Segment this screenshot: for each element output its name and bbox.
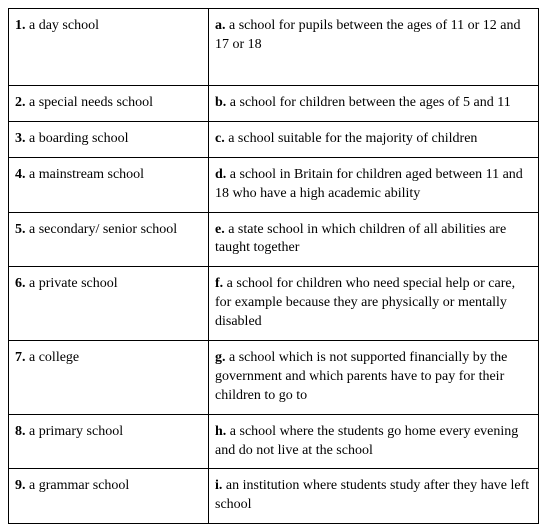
definition-text: a school where the students go home ever… <box>215 424 518 458</box>
term-number: 2. <box>15 95 26 110</box>
term-number: 6. <box>15 276 26 291</box>
term-text: a grammar school <box>26 478 130 493</box>
definition-cell: h. a school where the students go home e… <box>209 414 539 469</box>
definition-text: a school in Britain for children aged be… <box>215 167 523 201</box>
term-cell: 6. a private school <box>9 267 209 341</box>
term-number: 4. <box>15 167 26 182</box>
term-text: a private school <box>26 276 118 291</box>
table-row: 5. a secondary/ senior schoole. a state … <box>9 212 539 267</box>
definition-letter: c. <box>215 131 225 146</box>
definition-letter: e. <box>215 222 225 237</box>
term-text: a day school <box>26 18 99 33</box>
definition-cell: f. a school for children who need specia… <box>209 267 539 341</box>
term-text: a boarding school <box>26 131 129 146</box>
definition-cell: i. an institution where students study a… <box>209 469 539 524</box>
term-number: 9. <box>15 478 26 493</box>
definition-letter: h. <box>215 424 226 439</box>
definition-letter: g. <box>215 350 226 365</box>
term-cell: 4. a mainstream school <box>9 157 209 212</box>
table-row: 1. a day schoola. a school for pupils be… <box>9 9 539 86</box>
definition-cell: a. a school for pupils between the ages … <box>209 9 539 86</box>
definition-text: a school for children who need special h… <box>215 276 515 329</box>
term-number: 1. <box>15 18 26 33</box>
table-row: 9. a grammar schooli. an institution whe… <box>9 469 539 524</box>
term-number: 8. <box>15 424 26 439</box>
table-row: 3. a boarding schoolc. a school suitable… <box>9 121 539 157</box>
definition-text: a state school in which children of all … <box>215 222 506 256</box>
term-number: 5. <box>15 222 26 237</box>
table-row: 6. a private schoolf. a school for child… <box>9 267 539 341</box>
term-cell: 1. a day school <box>9 9 209 86</box>
table-row: 4. a mainstream schoold. a school in Bri… <box>9 157 539 212</box>
definition-letter: b. <box>215 95 226 110</box>
definition-cell: e. a state school in which children of a… <box>209 212 539 267</box>
definition-text: an institution where students study afte… <box>215 478 529 512</box>
matching-table: 1. a day schoola. a school for pupils be… <box>8 8 539 524</box>
term-cell: 8. a primary school <box>9 414 209 469</box>
term-text: a college <box>26 350 80 365</box>
term-text: a primary school <box>26 424 124 439</box>
term-cell: 5. a secondary/ senior school <box>9 212 209 267</box>
table-row: 2. a special needs schoolb. a school for… <box>9 86 539 122</box>
term-cell: 9. a grammar school <box>9 469 209 524</box>
term-cell: 2. a special needs school <box>9 86 209 122</box>
definition-cell: b. a school for children between the age… <box>209 86 539 122</box>
definition-letter: d. <box>215 167 226 182</box>
table-row: 8. a primary schoolh. a school where the… <box>9 414 539 469</box>
definition-cell: g. a school which is not supported finan… <box>209 341 539 415</box>
definition-text: a school suitable for the majority of ch… <box>225 131 478 146</box>
term-number: 7. <box>15 350 26 365</box>
table-body: 1. a day schoola. a school for pupils be… <box>9 9 539 524</box>
definition-letter: f. <box>215 276 223 291</box>
term-text: a secondary/ senior school <box>26 222 178 237</box>
definition-cell: c. a school suitable for the majority of… <box>209 121 539 157</box>
term-text: a mainstream school <box>26 167 145 182</box>
definition-text: a school for pupils between the ages of … <box>215 18 520 52</box>
definition-letter: a. <box>215 18 226 33</box>
term-cell: 7. a college <box>9 341 209 415</box>
term-number: 3. <box>15 131 26 146</box>
definition-text: a school which is not supported financia… <box>215 350 507 403</box>
definition-text: a school for children between the ages o… <box>226 95 510 110</box>
term-cell: 3. a boarding school <box>9 121 209 157</box>
term-text: a special needs school <box>26 95 154 110</box>
definition-cell: d. a school in Britain for children aged… <box>209 157 539 212</box>
table-row: 7. a collegeg. a school which is not sup… <box>9 341 539 415</box>
